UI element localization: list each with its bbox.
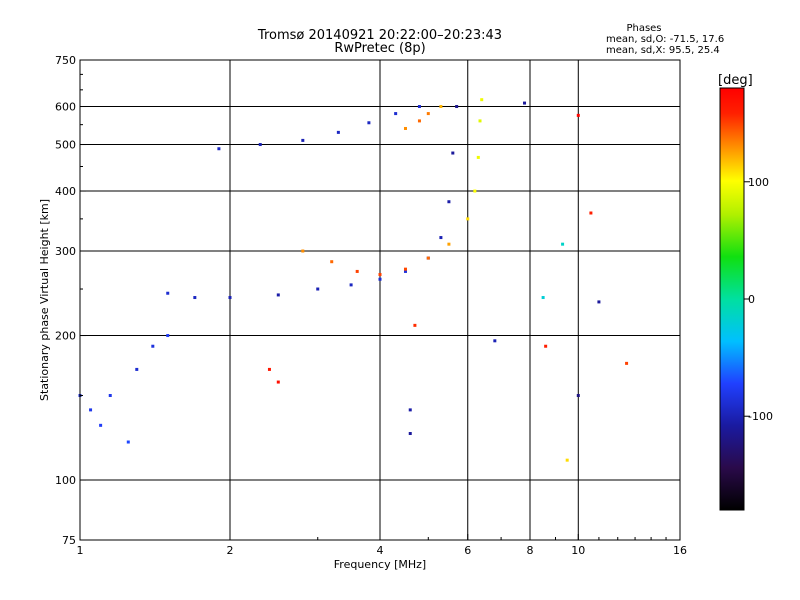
colorbar-gradient — [719, 87, 745, 511]
phase-stats: Phases mean, sd,O: -71.5, 17.6 mean, sd,… — [606, 23, 724, 56]
x-tick-label: 10 — [571, 544, 585, 557]
data-point — [576, 113, 580, 117]
data-point — [597, 300, 601, 304]
data-point — [589, 211, 593, 215]
data-point — [466, 217, 470, 221]
data-point — [316, 287, 320, 291]
y-tick-label: 300 — [55, 245, 76, 258]
data-point — [403, 126, 407, 130]
y-axis-label: Stationary phase Virtual Height [km] — [38, 199, 51, 401]
data-point — [355, 269, 359, 273]
data-point — [394, 112, 398, 116]
data-point — [426, 112, 430, 116]
data-point — [336, 130, 340, 134]
colorbar-tick-label: 100 — [748, 176, 769, 189]
data-point — [544, 344, 548, 348]
data-point — [447, 200, 451, 204]
data-point — [258, 143, 262, 147]
data-point — [625, 361, 629, 365]
data-point — [565, 458, 569, 462]
colorbar: [deg] 100 0 -100 — [718, 73, 773, 511]
colorbar-tick-label: 0 — [748, 293, 755, 306]
data-point — [166, 291, 170, 295]
data-point — [417, 119, 421, 123]
colorbar-label: [deg] — [718, 73, 753, 88]
y-axis-ticks: 75 100 200 300 400 500 600 750 — [55, 54, 86, 547]
data-point — [378, 277, 382, 281]
data-point — [413, 323, 417, 327]
data-point — [228, 296, 232, 300]
data-point — [378, 273, 382, 277]
data-point — [403, 267, 407, 271]
data-point — [417, 105, 421, 109]
y-tick-label: 100 — [55, 474, 76, 487]
grid-lines — [80, 60, 680, 540]
data-point — [126, 440, 130, 444]
data-point — [330, 260, 334, 264]
data-point — [455, 105, 459, 109]
y-tick-label: 400 — [55, 185, 76, 198]
x-tick-label: 8 — [527, 544, 534, 557]
data-point — [135, 367, 139, 371]
y-tick-label: 600 — [55, 101, 76, 114]
data-point — [493, 339, 497, 343]
data-point — [166, 334, 170, 338]
x-tick-label: 6 — [464, 544, 471, 557]
data-point — [89, 408, 93, 412]
data-point — [439, 105, 443, 109]
x-tick-label: 4 — [377, 544, 384, 557]
data-point — [99, 423, 103, 427]
data-points — [78, 98, 629, 462]
x-axis-label: Frequency [MHz] — [334, 558, 426, 571]
data-point — [480, 98, 484, 102]
data-point — [367, 121, 371, 125]
data-point — [301, 138, 305, 142]
stats-heading: Phases — [626, 23, 661, 34]
data-point — [451, 151, 455, 155]
stats-o-mode: mean, sd,O: -71.5, 17.6 — [606, 34, 724, 45]
data-point — [108, 394, 112, 398]
data-point — [473, 189, 477, 193]
data-point — [217, 147, 221, 151]
data-point — [267, 367, 271, 371]
chart-subtitle: RwPretec (8p) — [334, 41, 425, 56]
data-point — [408, 432, 412, 436]
x-tick-label: 16 — [673, 544, 687, 557]
data-point — [408, 408, 412, 412]
colorbar-ticks: 100 0 -100 — [744, 176, 773, 423]
data-point — [349, 283, 353, 287]
y-tick-label: 500 — [55, 139, 76, 152]
data-point — [476, 155, 480, 159]
data-point — [301, 249, 305, 253]
data-point — [523, 101, 527, 105]
x-tick-label: 1 — [77, 544, 84, 557]
data-point — [276, 293, 280, 297]
stats-x-mode: mean, sd,X: 95.5, 25.4 — [606, 45, 720, 56]
colorbar-tick-label: -100 — [748, 410, 773, 423]
data-point — [193, 296, 197, 300]
data-point — [447, 242, 451, 246]
y-tick-label: 200 — [55, 330, 76, 343]
data-point — [426, 256, 430, 260]
y-tick-label: 75 — [62, 534, 76, 547]
data-point — [403, 269, 407, 273]
x-axis-ticks: 1 2 4 6 8 10 16 — [77, 534, 687, 557]
y-tick-label: 750 — [55, 54, 76, 67]
data-point — [276, 380, 280, 384]
chart-title: Tromsø 20140921 20:22:00–20:23:43 — [257, 28, 502, 43]
data-point — [541, 296, 545, 300]
data-point — [439, 236, 443, 240]
data-point — [561, 242, 565, 246]
data-point — [576, 394, 580, 398]
x-tick-label: 2 — [227, 544, 234, 557]
data-point — [478, 119, 482, 123]
data-point — [151, 344, 155, 348]
